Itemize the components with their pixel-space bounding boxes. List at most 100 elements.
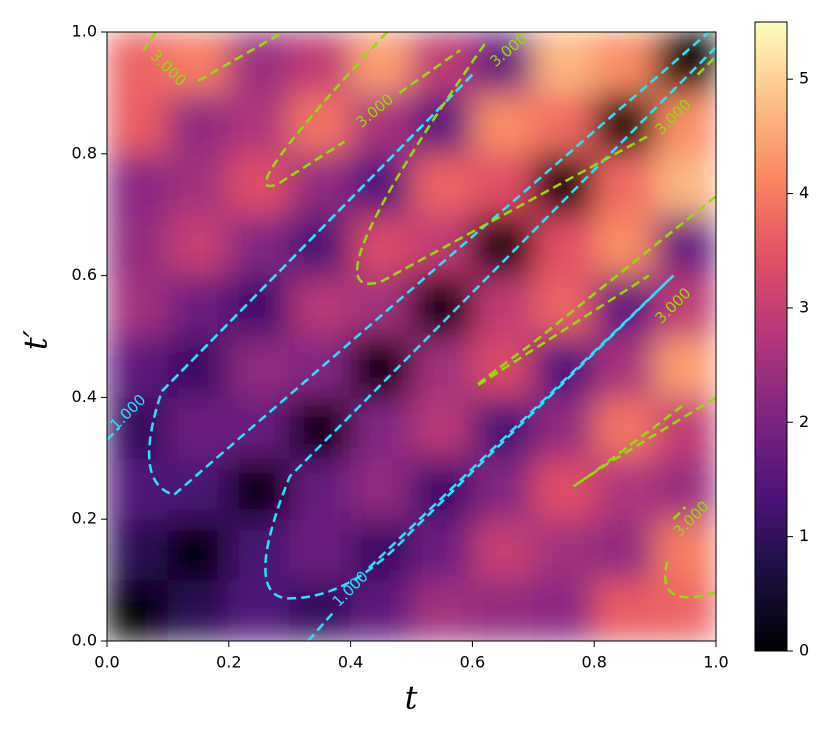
colorbar-tick-label: 4 <box>799 183 809 202</box>
heatmap-cell <box>593 32 656 94</box>
heatmap-cell <box>107 214 169 277</box>
heatmap-cell <box>107 92 169 155</box>
heatmap-cell <box>654 92 716 155</box>
heatmap-cell <box>107 518 169 581</box>
x-axis-label: t <box>405 679 418 717</box>
heatmap-cell <box>350 336 412 398</box>
heatmap-cell <box>107 457 169 520</box>
heatmap-cell <box>289 579 352 641</box>
x-tick-label: 0.2 <box>216 653 241 672</box>
heatmap-cell <box>532 336 595 398</box>
heatmap-cell <box>167 518 230 581</box>
heatmap-cell <box>532 518 595 581</box>
x-tick-label: 1.0 <box>703 653 728 672</box>
heatmap-cell <box>350 518 412 581</box>
colorbar-tick-label: 5 <box>799 69 809 88</box>
heatmap-cell <box>411 92 473 155</box>
heatmap-cell <box>228 275 291 337</box>
heatmap-cell <box>289 396 352 459</box>
heatmap-cell <box>228 214 291 277</box>
contour-line <box>355 43 650 285</box>
heatmap-cell <box>532 92 595 155</box>
heatmap-cell <box>471 457 534 520</box>
heatmap-cell <box>107 579 169 641</box>
colorbar-tick-label: 1 <box>799 526 809 545</box>
heatmap-cell <box>471 275 534 337</box>
heatmap-cell <box>593 518 656 581</box>
colorbar <box>754 21 788 652</box>
y-tick-label: 0.8 <box>72 143 97 162</box>
heatmap-cell <box>228 153 291 216</box>
y-axis-label: t′ <box>17 329 55 350</box>
heatmap <box>107 32 716 641</box>
heatmap-cell <box>654 457 716 520</box>
heatmap-cell <box>350 275 412 337</box>
heatmap-cell <box>411 457 473 520</box>
colorbar-tick-label: 0 <box>799 641 809 660</box>
heatmap-cell <box>228 396 291 459</box>
heatmap-cell <box>411 336 473 398</box>
heatmap-cell <box>654 336 716 398</box>
heatmap-cell <box>654 518 716 581</box>
heatmap-cell <box>532 396 595 459</box>
heatmap-cell <box>228 579 291 641</box>
heatmap-cell <box>228 336 291 398</box>
heatmap-cell <box>289 518 352 581</box>
heatmap-cell <box>167 275 230 337</box>
heatmap-cell <box>411 153 473 216</box>
heatmap-cell <box>532 579 595 641</box>
contours <box>107 32 716 641</box>
contour-line <box>368 274 675 569</box>
heatmap-cell <box>471 214 534 277</box>
heatmap-cell <box>350 579 412 641</box>
y-tick-label: 0.2 <box>72 509 97 528</box>
heatmap-cell <box>532 457 595 520</box>
heatmap-cell <box>471 579 534 641</box>
heatmap-cell <box>289 92 352 155</box>
heatmap-cell <box>228 457 291 520</box>
x-tick-label: 0.6 <box>460 653 485 672</box>
y-tick-label: 0.4 <box>72 387 97 406</box>
heatmap-cell <box>289 153 352 216</box>
x-tick-label: 0.4 <box>338 653 363 672</box>
heatmap-cell <box>167 153 230 216</box>
contour-line <box>147 32 711 497</box>
heatmap-cell <box>471 518 534 581</box>
heatmap-cell <box>167 579 230 641</box>
y-tick-label: 1.0 <box>72 22 97 41</box>
heatmap-cell <box>532 275 595 337</box>
contour-line <box>264 46 716 600</box>
contour-line <box>572 396 716 488</box>
heatmap-cell <box>411 396 473 459</box>
heatmap-cell <box>289 336 352 398</box>
heatmap-cell <box>532 214 595 277</box>
heatmap-cell <box>654 214 716 277</box>
heatmap-cell <box>471 153 534 216</box>
heatmap-cell <box>593 579 656 641</box>
heatmap-cell <box>593 153 656 216</box>
heatmap-cell <box>107 336 169 398</box>
heatmap-cell <box>350 457 412 520</box>
heatmap-cell <box>167 396 230 459</box>
heatmap-cell <box>532 32 595 94</box>
heatmap-cell <box>471 396 534 459</box>
x-tick-label: 0.0 <box>94 653 119 672</box>
heatmap-cell <box>107 153 169 216</box>
contour-line <box>475 195 716 388</box>
heatmap-cell <box>350 32 412 94</box>
heatmap-cell <box>167 32 230 94</box>
heatmap-cell <box>593 457 656 520</box>
contour-line <box>264 32 389 188</box>
contour-line <box>197 32 285 82</box>
heatmap-cell <box>107 32 169 94</box>
heatmap-cell <box>532 153 595 216</box>
heatmap-cell <box>654 153 716 216</box>
heatmap-cells <box>107 32 716 641</box>
heatmap-cell <box>167 457 230 520</box>
colorbar-tick-label: 2 <box>799 412 809 431</box>
heatmap-cell <box>107 396 169 459</box>
contour-line <box>672 506 687 521</box>
heatmap-cell <box>350 396 412 459</box>
colorbar-tick-label: 3 <box>799 297 809 316</box>
